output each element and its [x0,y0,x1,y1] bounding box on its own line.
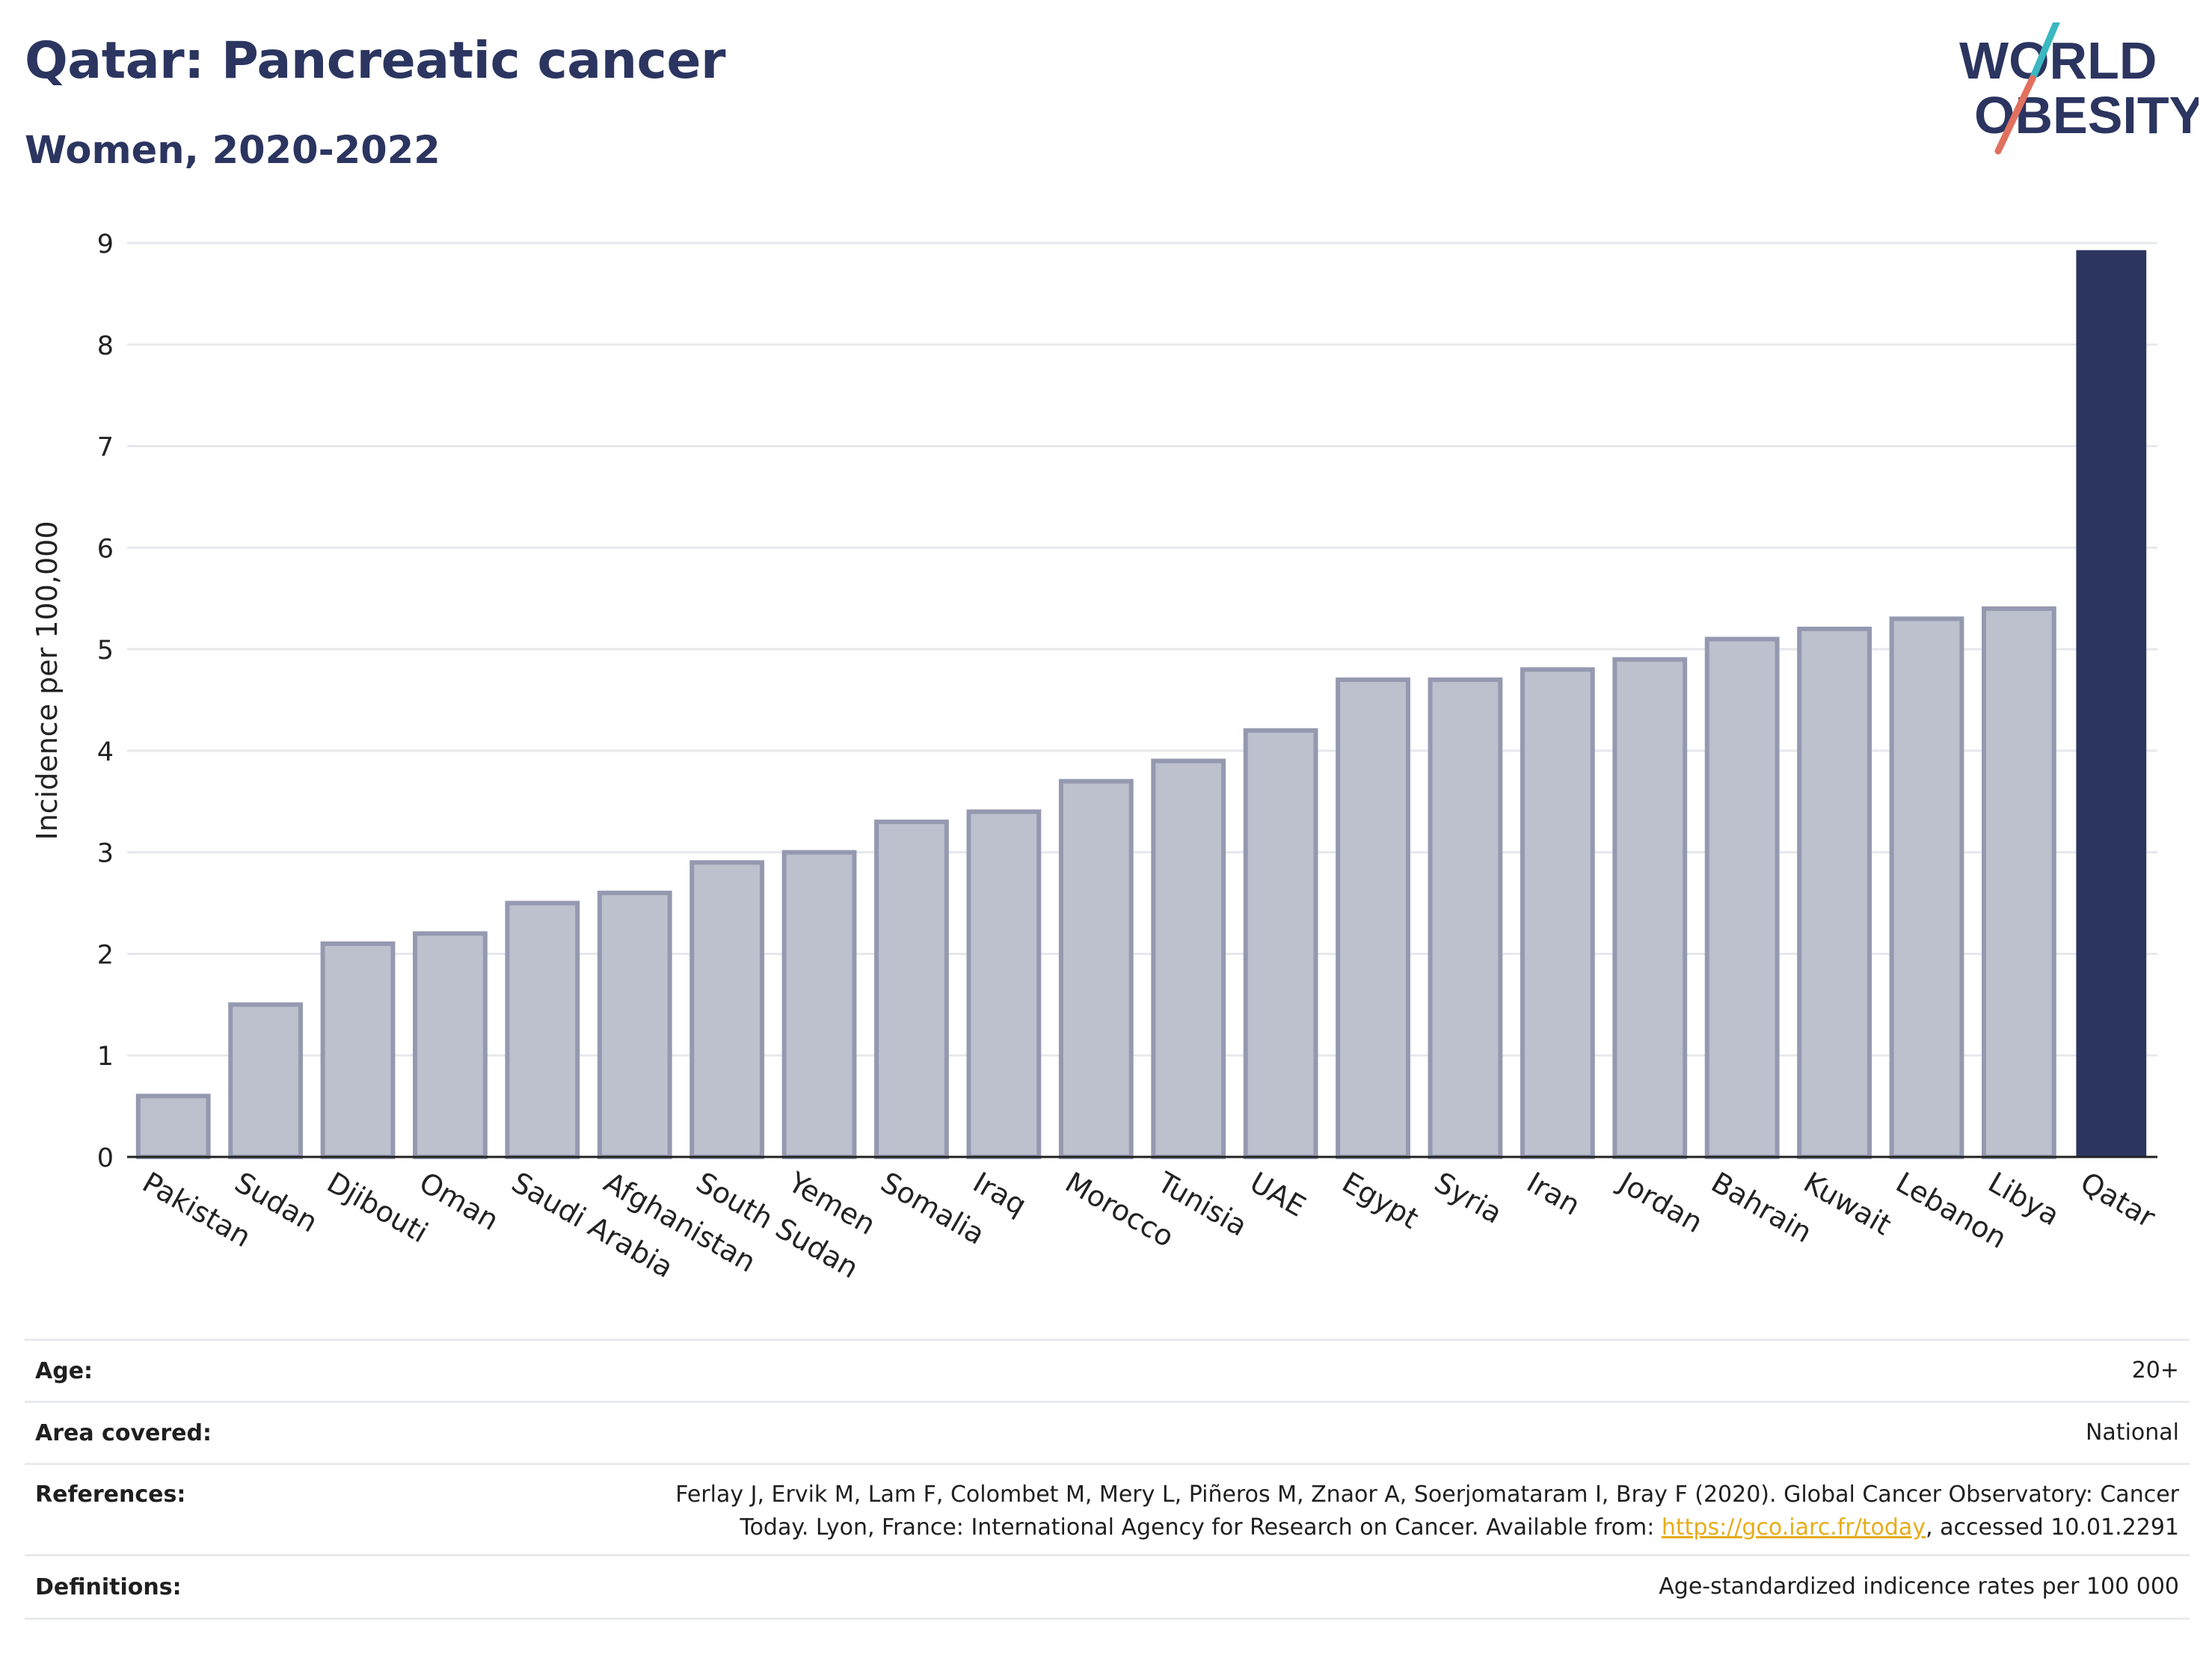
bar-bahrain [1704,636,1780,1159]
bar-egypt [1336,677,1410,1159]
bar-qatar [2076,250,2147,1158]
y-tick-label: 3 [97,839,114,869]
bar-oman [413,931,488,1160]
y-tick-label: 5 [97,636,114,666]
bar-morocco [1058,779,1134,1159]
bar-south-sudan [689,860,765,1159]
meta-row-area: Area covered: National [25,1401,2190,1463]
page-title: Qatar: Pancreatic cancer [25,31,726,90]
x-tick-label: Iran [1521,1166,1585,1222]
y-tick-label: 1 [97,1042,114,1072]
page-subtitle: Women, 2020-2022 [25,129,440,173]
bar-iraq [966,809,1042,1160]
meta-age-value: 20+ [2131,1357,2179,1384]
bar-yemen [781,850,857,1159]
x-tick-label: Qatar [2075,1166,2161,1235]
references-line-2-post: , accessed 10.01.2291 [1926,1514,2179,1541]
meta-row-age: Age: 20+ [25,1339,2190,1401]
bar-libya [1981,606,2056,1159]
meta-area-label: Area covered: [35,1419,212,1446]
logo-text-world: WORLD [1959,31,2157,90]
x-tick-label: Kuwait [1798,1166,1897,1242]
x-tick-label: Djibouti [322,1166,434,1250]
x-tick-label: Syria [1429,1166,1508,1230]
bar-tunisia [1151,758,1226,1159]
y-tick-label: 4 [97,737,114,767]
x-tick-label: Egypt [1337,1166,1425,1235]
y-tick-label: 2 [97,940,114,970]
bars [135,250,2147,1160]
bar-syria [1428,677,1503,1159]
y-tick-label: 9 [97,230,114,260]
bar-djibouti [320,941,396,1160]
x-tick-label: UAE [1244,1166,1311,1223]
logo-slash-teal [2029,22,2060,82]
references-line-1: Ferlay J, Ervik M, Lam F, Colombet M, Me… [675,1481,2179,1508]
y-tick-label: 0 [97,1143,114,1173]
x-tick-label: Somalia [875,1166,990,1251]
y-tick-label: 8 [97,331,114,361]
meta-area-value: National [2085,1419,2179,1446]
meta-row-references: References: Ferlay J, Ervik M, Lam F, Co… [25,1463,2190,1554]
references-line-2-pre: Today. Lyon, France: International Agenc… [740,1514,1662,1541]
world-obesity-logo: WORLD OBESITY [1959,22,2199,155]
bar-somalia [874,819,949,1160]
bar-afghanistan [597,890,672,1159]
meta-row-definitions: Definitions: Age-standardized indicence … [25,1554,2190,1620]
meta-age-label: Age: [35,1357,93,1384]
bar-uae [1243,728,1318,1159]
references-link[interactable]: https://gco.iarc.fr/today [1661,1514,1926,1541]
y-tick-label: 7 [97,433,114,463]
x-tick-label: Bahrain [1706,1166,1817,1250]
y-axis-label: Incidence per 100,000 [31,521,64,840]
bar-kuwait [1797,626,1872,1159]
y-tick-label: 6 [97,534,114,564]
x-tick-label: Jordan [1612,1165,1708,1240]
meta-definitions-label: Definitions: [35,1573,182,1600]
x-tick-label: Iraq [968,1166,1032,1222]
bar-lebanon [1889,616,1964,1159]
bar-saudi-arabia [505,900,580,1159]
logo-slash-coral [1994,75,2036,155]
bar-pakistan [135,1093,211,1159]
metadata-table: Age: 20+ Area covered: National Referenc… [25,1339,2190,1620]
bar-sudan [228,1002,304,1160]
bar-iran [1520,667,1595,1159]
bar-jordan [1612,657,1688,1159]
meta-definitions-value: Age-standardized indicence rates per 100… [1659,1573,2179,1600]
meta-references-label: References: [35,1481,186,1508]
meta-references-value: Ferlay J, Ervik M, Lam F, Colombet M, Me… [675,1479,2179,1544]
